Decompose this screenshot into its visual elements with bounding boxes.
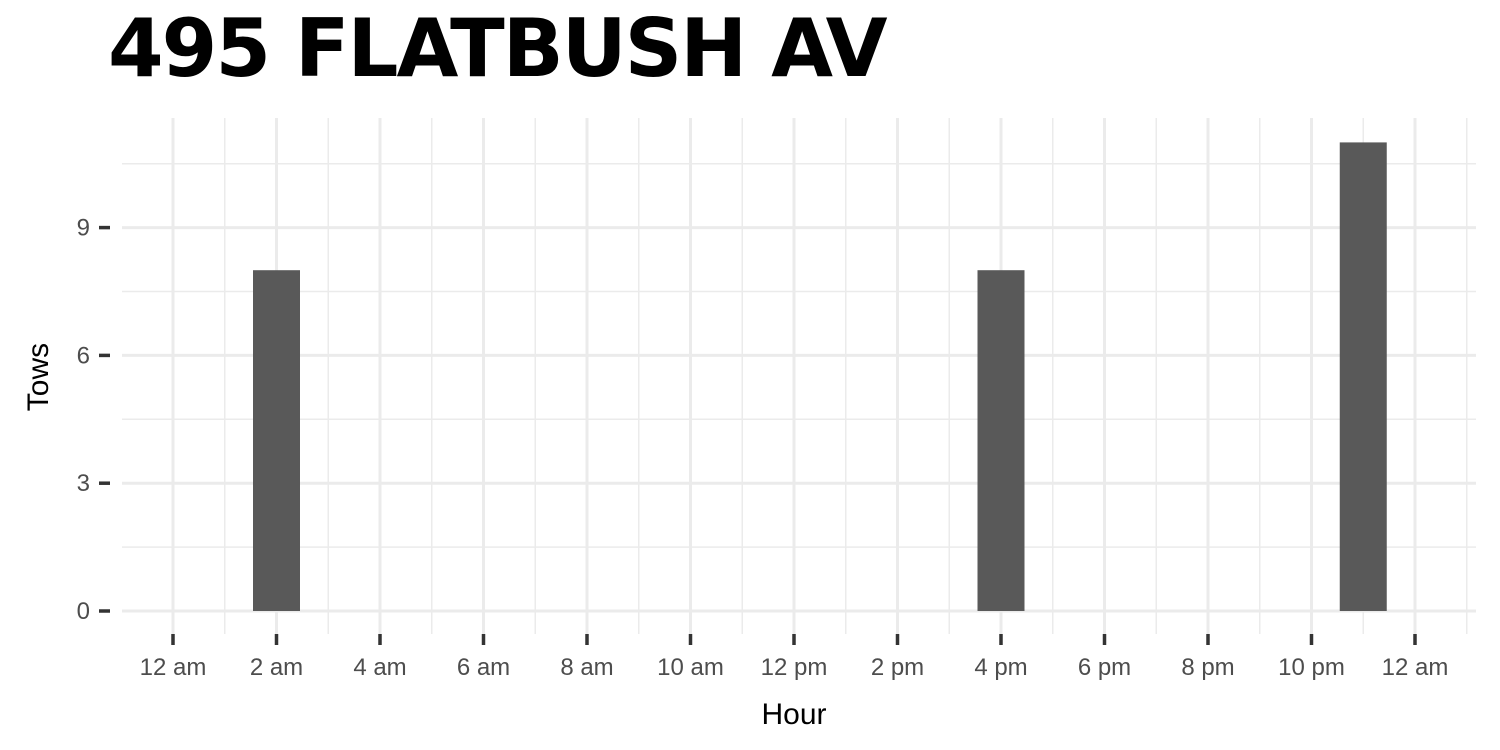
x-tick-label: 2 am — [250, 654, 303, 681]
x-tick-label: 2 pm — [871, 654, 924, 681]
y-axis-label: Tows — [22, 343, 55, 411]
bars — [253, 142, 1387, 611]
y-tick-labels: 0 3 6 9 — [77, 215, 90, 625]
x-axis-label: Hour — [761, 698, 826, 731]
grid-lines — [122, 118, 1476, 634]
y-tick-label: 6 — [77, 342, 90, 369]
x-tick-label: 4 pm — [974, 654, 1027, 681]
x-tick-label: 10 am — [657, 654, 724, 681]
bar-hour-2 — [253, 270, 300, 611]
x-tick-label: 6 pm — [1078, 654, 1131, 681]
x-tick-label: 4 am — [353, 654, 406, 681]
x-tick-label: 8 pm — [1181, 654, 1234, 681]
x-tick-label: 12 am — [140, 654, 207, 681]
chart-title: 495 FLATBUSH AV — [108, 2, 887, 95]
y-tick-label: 9 — [77, 215, 90, 242]
x-tick-label: 10 pm — [1278, 654, 1345, 681]
x-tick-label: 12 am — [1382, 654, 1449, 681]
axis-ticks — [99, 225, 1417, 645]
x-tick-label: 12 pm — [761, 654, 828, 681]
x-tick-labels: 12 am 2 am 4 am 6 am 8 am 10 am 12 pm 2 pm 4 pm 6… — [140, 654, 1449, 681]
x-tick-label: 8 am — [560, 654, 613, 681]
y-tick-label: 0 — [77, 598, 90, 625]
bar-hour-23 — [1339, 142, 1387, 611]
x-tick-label: 6 am — [457, 654, 510, 681]
bar-hour-16 — [977, 270, 1025, 611]
y-tick-label: 3 — [77, 470, 90, 497]
